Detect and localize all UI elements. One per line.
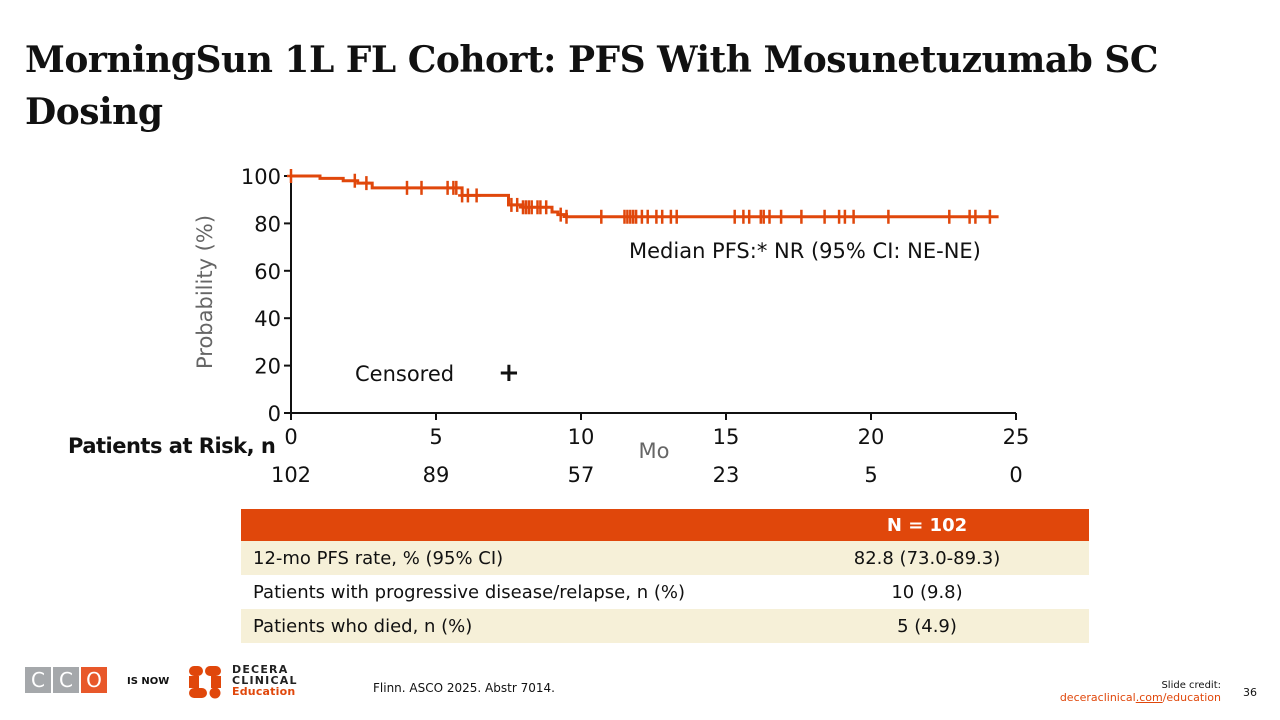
cco-letter: O bbox=[81, 667, 107, 693]
slide-title: MorningSun 1L FL Cohort: PFS With Mosune… bbox=[25, 39, 1159, 133]
decera-line-1: DECERA bbox=[232, 663, 289, 676]
decera-logo-icon bbox=[189, 666, 221, 699]
patients-at-risk-title: Patients at Risk, n bbox=[68, 434, 276, 458]
risk-value: 23 bbox=[712, 463, 740, 487]
x-tick-label: 20 bbox=[858, 425, 885, 449]
risk-value: 0 bbox=[1009, 463, 1023, 487]
row-label: Patients with progressive disease/relaps… bbox=[241, 575, 765, 609]
cco-logo: C C O bbox=[25, 667, 109, 693]
y-tick-label: 100 bbox=[241, 165, 281, 189]
y-tick-label: 60 bbox=[254, 260, 281, 284]
median-pfs-annotation: Median PFS:* NR (95% CI: NE-NE) bbox=[629, 239, 981, 263]
x-tick-label: 0 bbox=[284, 425, 297, 449]
row-label: Patients who died, n (%) bbox=[241, 609, 765, 643]
slide-credit-label: Slide credit: bbox=[1161, 680, 1221, 691]
table-row: 12-mo PFS rate, % (95% CI) 82.8 (73.0-89… bbox=[241, 541, 1089, 575]
source-citation: Flinn. ASCO 2025. Abstr 7014. bbox=[373, 681, 555, 695]
x-tick-label: 5 bbox=[429, 425, 442, 449]
row-value: 82.8 (73.0-89.3) bbox=[765, 541, 1089, 575]
decera-logo-text: DECERA CLINICAL Education bbox=[232, 664, 298, 697]
header-blank-cell bbox=[241, 509, 765, 541]
slide-credit-link[interactable]: deceraclinical.com/education bbox=[1060, 692, 1221, 704]
cco-letter: C bbox=[25, 667, 51, 693]
summary-table-header: N = 102 bbox=[241, 509, 1089, 541]
risk-value: 57 bbox=[567, 463, 595, 487]
x-axis-label: Mo bbox=[639, 439, 670, 463]
link-part-domain: deceraclinical bbox=[1059, 691, 1136, 704]
table-row: Patients who died, n (%) 5 (4.9) bbox=[241, 609, 1089, 643]
y-axis-label: Probability (%) bbox=[193, 214, 217, 370]
risk-value: 89 bbox=[422, 463, 450, 487]
link-part-path: /education bbox=[1162, 691, 1221, 704]
x-tick-label: 10 bbox=[568, 425, 595, 449]
link-part-tld: .com bbox=[1135, 691, 1163, 704]
header-n: N = 102 bbox=[765, 509, 1089, 541]
censored-legend-label: Censored bbox=[355, 362, 455, 386]
y-tick-label: 40 bbox=[254, 307, 281, 331]
censored-legend-symbol: + bbox=[498, 358, 520, 388]
decera-line-3: Education bbox=[232, 685, 296, 698]
y-tick-label: 80 bbox=[254, 212, 281, 236]
x-tick-label: 25 bbox=[1003, 425, 1030, 449]
slide-credit: Slide credit: deceraclinical.com/educati… bbox=[1060, 680, 1221, 704]
decera-line-2: CLINICAL bbox=[232, 674, 298, 687]
summary-table: N = 102 12-mo PFS rate, % (95% CI) 82.8 … bbox=[241, 509, 1089, 643]
risk-value: 102 bbox=[270, 463, 312, 487]
page-number: 36 bbox=[1243, 686, 1257, 699]
row-label: 12-mo PFS rate, % (95% CI) bbox=[241, 541, 765, 575]
cco-letter: C bbox=[53, 667, 79, 693]
table-row: Patients with progressive disease/relaps… bbox=[241, 575, 1089, 609]
y-tick-label: 20 bbox=[254, 355, 281, 379]
row-value: 10 (9.8) bbox=[765, 575, 1089, 609]
is-now-label: IS NOW bbox=[127, 676, 170, 687]
x-tick-label: 15 bbox=[713, 425, 740, 449]
y-tick-label: 0 bbox=[268, 402, 281, 426]
risk-value: 5 bbox=[864, 463, 878, 487]
row-value: 5 (4.9) bbox=[765, 609, 1089, 643]
km-curve-line bbox=[291, 174, 999, 219]
